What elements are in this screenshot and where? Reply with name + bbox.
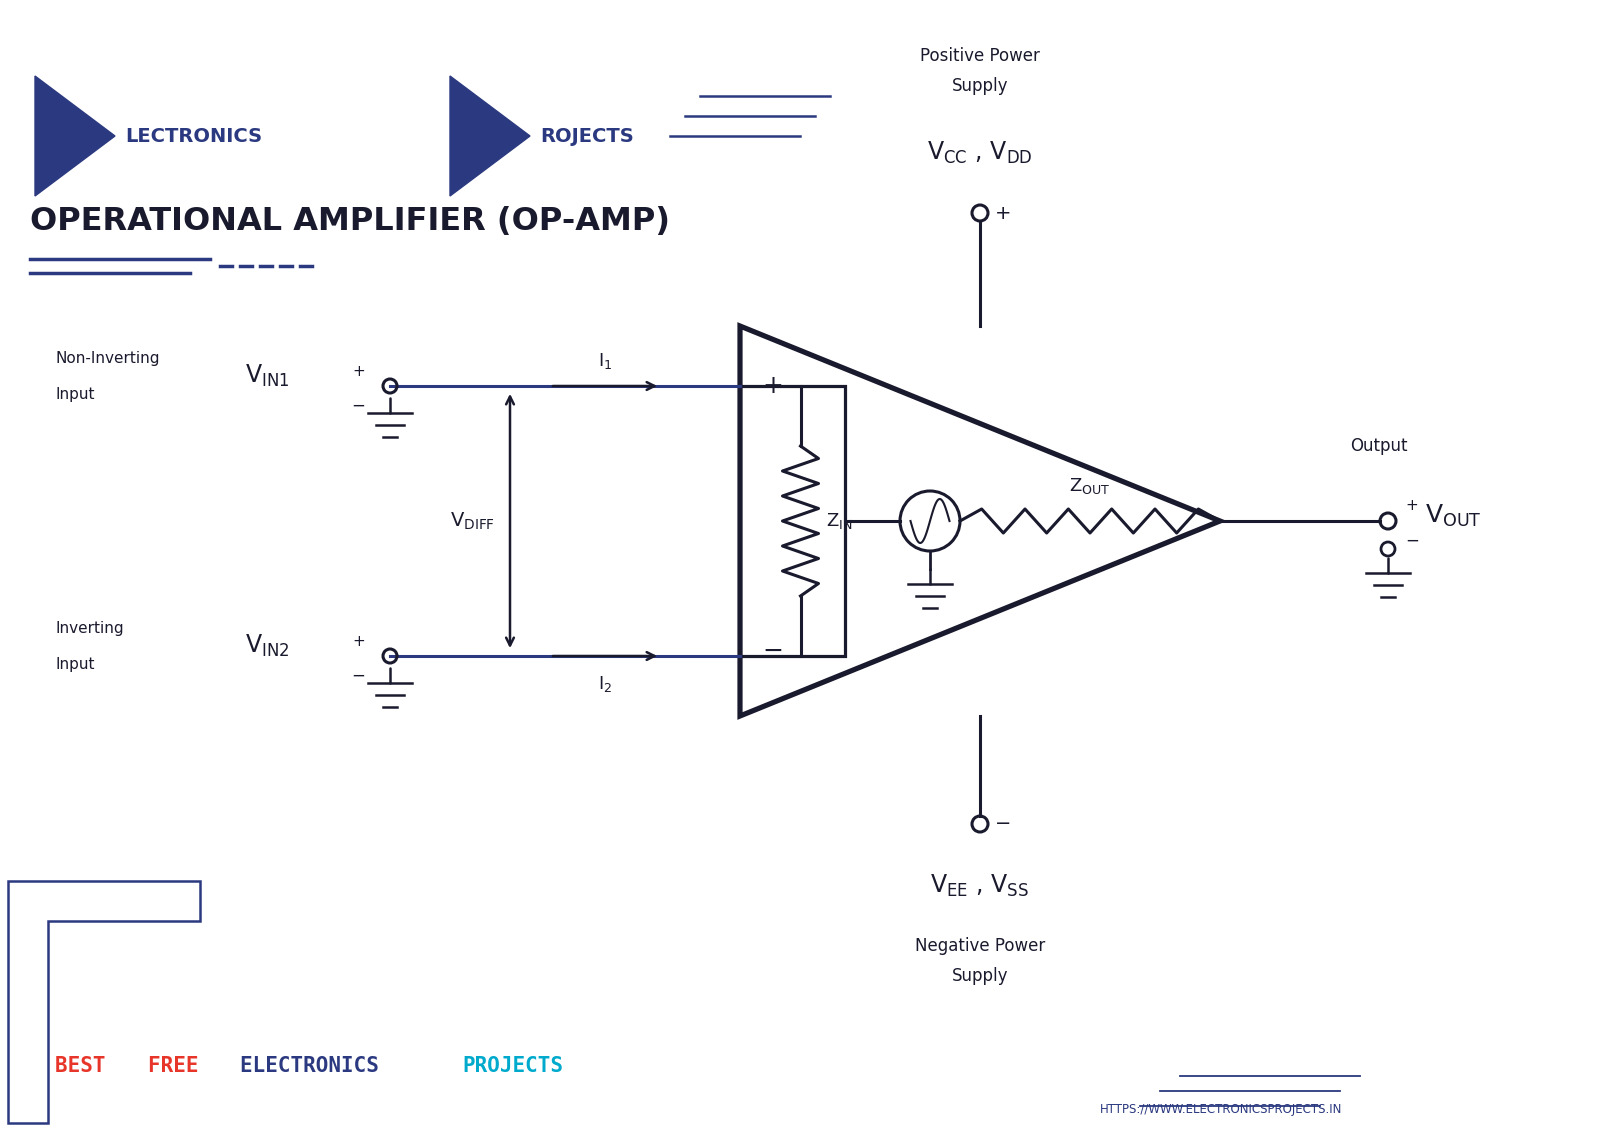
Bar (739, 386, 845, 656)
Text: I$_2$: I$_2$ (598, 674, 613, 694)
Text: +: + (762, 374, 782, 398)
Polygon shape (450, 76, 530, 196)
Text: −: − (762, 639, 782, 663)
Text: −: − (350, 397, 365, 415)
Text: V$_{\mathrm{IN1}}$: V$_{\mathrm{IN1}}$ (245, 363, 290, 389)
Text: +: + (1405, 499, 1418, 513)
Polygon shape (35, 76, 115, 196)
Text: Positive Power: Positive Power (920, 48, 1040, 64)
Text: V$_{\mathrm{EE}}$ , V$_{\mathrm{SS}}$: V$_{\mathrm{EE}}$ , V$_{\mathrm{SS}}$ (931, 873, 1029, 899)
Text: Negative Power: Negative Power (915, 936, 1045, 955)
Text: Input: Input (54, 656, 94, 672)
Text: V$_{\mathrm{DIFF}}$: V$_{\mathrm{DIFF}}$ (450, 510, 494, 532)
Text: +: + (995, 204, 1011, 223)
Text: Input: Input (54, 387, 94, 402)
Text: ELECTRONICS: ELECTRONICS (240, 1056, 392, 1076)
Text: I$_1$: I$_1$ (598, 351, 613, 371)
Text: Supply: Supply (952, 967, 1008, 985)
Text: HTTPS://WWW.ELECTRONICSPROJECTS.IN: HTTPS://WWW.ELECTRONICSPROJECTS.IN (1101, 1103, 1342, 1115)
Text: BEST: BEST (54, 1056, 118, 1076)
Text: PROJECTS: PROJECTS (462, 1056, 563, 1076)
Text: V$_{\mathrm{CC}}$ , V$_{\mathrm{DD}}$: V$_{\mathrm{CC}}$ , V$_{\mathrm{DD}}$ (926, 140, 1034, 166)
Text: ROJECTS: ROJECTS (541, 127, 634, 146)
Text: Supply: Supply (952, 77, 1008, 95)
Text: FREE: FREE (147, 1056, 211, 1076)
Text: −: − (995, 814, 1011, 834)
Text: Z$_{\mathrm{IN}}$: Z$_{\mathrm{IN}}$ (826, 511, 851, 530)
Text: −: − (1405, 532, 1419, 550)
Text: V$_{\mathrm{IN2}}$: V$_{\mathrm{IN2}}$ (245, 633, 290, 659)
Text: Non-Inverting: Non-Inverting (54, 351, 160, 365)
Text: V$_{\mathrm{OUT}}$: V$_{\mathrm{OUT}}$ (1426, 503, 1482, 529)
Text: Output: Output (1350, 437, 1408, 455)
Text: LECTRONICS: LECTRONICS (125, 127, 262, 146)
Text: OPERATIONAL AMPLIFIER (OP-AMP): OPERATIONAL AMPLIFIER (OP-AMP) (30, 206, 670, 236)
Text: +: + (352, 363, 365, 379)
Text: +: + (352, 633, 365, 648)
Text: −: − (350, 667, 365, 685)
Text: Z$_{\mathrm{OUT}}$: Z$_{\mathrm{OUT}}$ (1069, 476, 1110, 497)
Text: Inverting: Inverting (54, 621, 123, 636)
